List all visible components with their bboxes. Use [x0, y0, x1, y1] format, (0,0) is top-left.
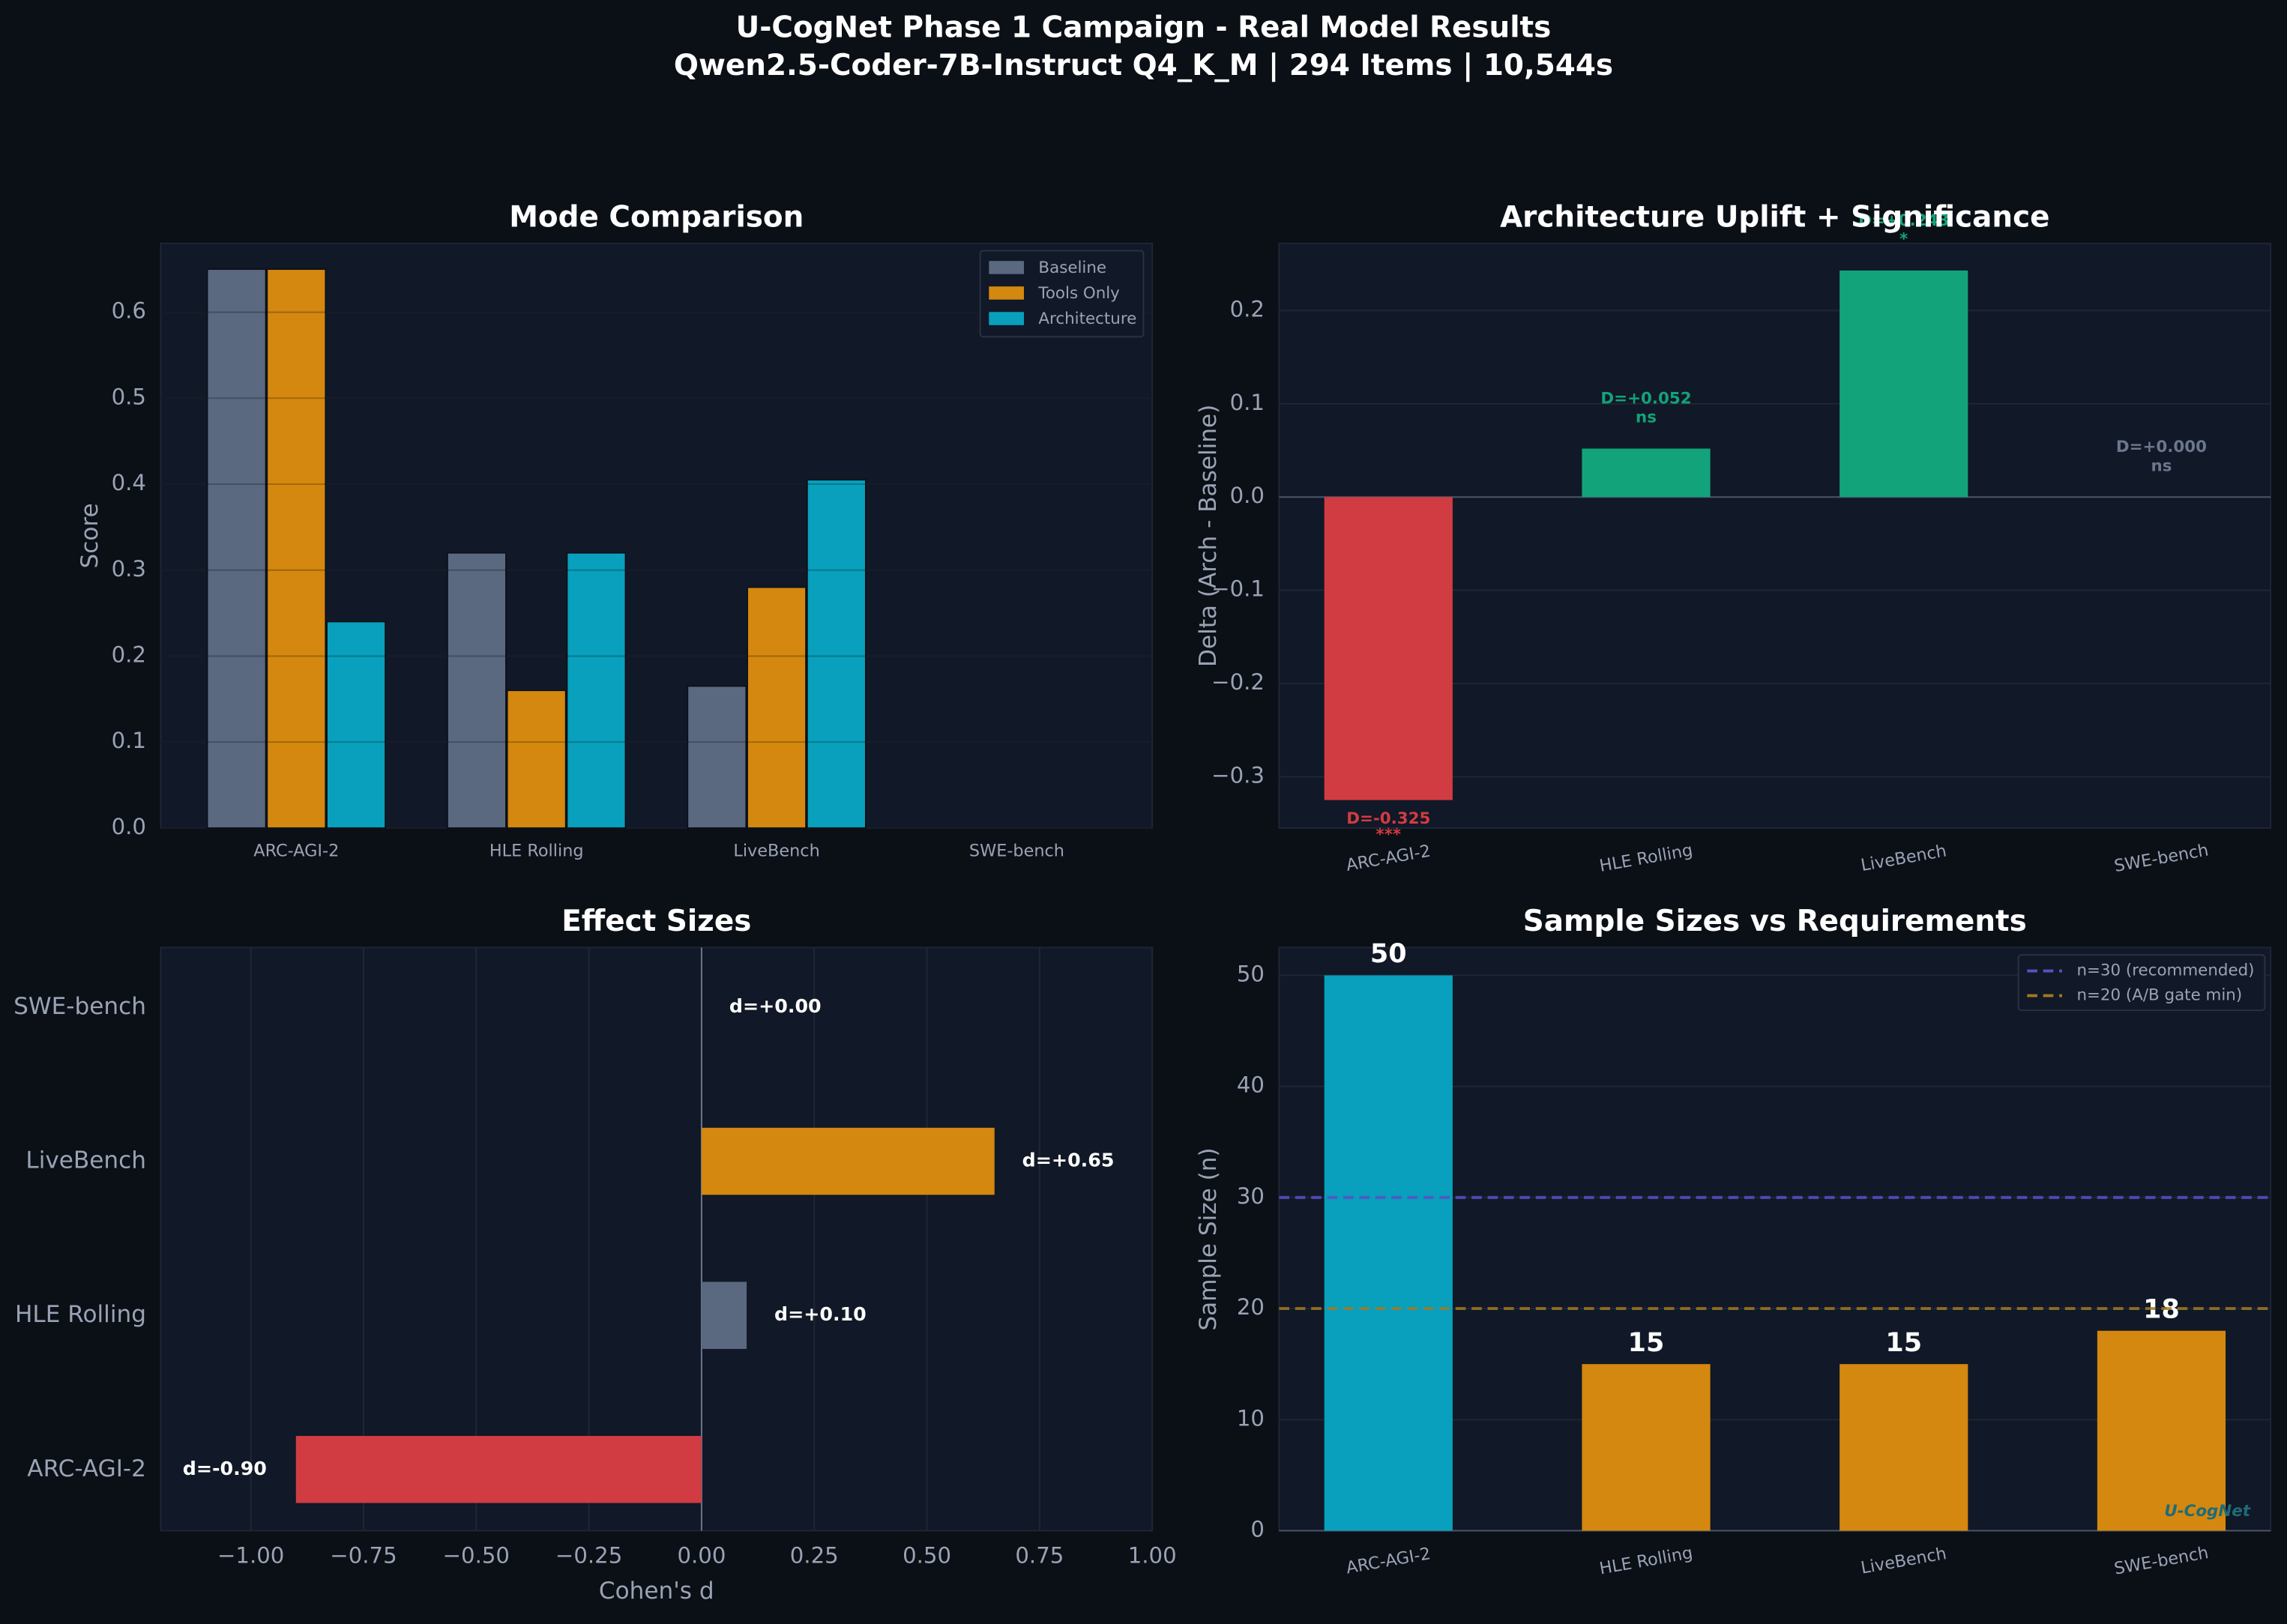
- y-tick-label: 40: [1237, 1072, 1265, 1098]
- y-tick-label: 10: [1237, 1405, 1265, 1431]
- x-tick-label: −0.50: [443, 1543, 510, 1569]
- watermark: U-CogNet: [2164, 1502, 2250, 1521]
- y-tick-label: 0.0: [112, 814, 146, 839]
- y-tick-label: 0.2: [112, 642, 146, 667]
- bar: [326, 621, 386, 829]
- x-tick-label: −0.75: [330, 1543, 397, 1569]
- legend-label: Baseline: [1038, 259, 1106, 277]
- bar: [1324, 975, 1453, 1531]
- value-label: D=-0.325: [1346, 809, 1430, 828]
- chart-title: Effect Sizes: [561, 905, 751, 938]
- bar: [507, 689, 567, 829]
- y-tick-label: HLE Rolling: [15, 1301, 146, 1328]
- y-tick-label: 0.3: [112, 556, 146, 582]
- bar: [295, 1436, 702, 1503]
- x-tick-label: 0.50: [903, 1543, 951, 1569]
- y-tick-label: SWE-bench: [13, 993, 146, 1020]
- y-axis-label: Sample Size (n): [1195, 1147, 1222, 1330]
- significance-label: ns: [2151, 456, 2172, 475]
- significance-label: ***: [1376, 825, 1402, 844]
- value-label: d=+0.10: [774, 1303, 867, 1325]
- x-tick-label: HLE Rolling: [489, 842, 584, 861]
- y-tick-label: 0.6: [112, 298, 146, 324]
- chart-title: Sample Sizes vs Requirements: [1523, 905, 2027, 938]
- y-axis-label: Delta (Arch - Baseline): [1195, 405, 1222, 667]
- plot-area: [160, 947, 1154, 1532]
- significance-label: ns: [1636, 408, 1657, 427]
- value-label: d=+0.00: [729, 995, 822, 1017]
- legend-swatch: [989, 286, 1024, 300]
- value-label: D=+0.243: [1858, 211, 1949, 230]
- value-label: D=+0.000: [2116, 438, 2207, 456]
- x-tick-label: 0.25: [790, 1543, 839, 1569]
- y-tick-label: 0.4: [112, 470, 146, 495]
- value-label: d=-0.90: [183, 1458, 267, 1479]
- y-tick-label: −0.1: [1211, 576, 1265, 602]
- bar: [447, 552, 507, 829]
- value-label: 50: [1370, 939, 1407, 969]
- legend-label: n=20 (A/B gate min): [2076, 986, 2242, 1005]
- legend-label: Architecture: [1038, 310, 1136, 328]
- legend-label: n=30 (recommended): [2076, 962, 2254, 980]
- y-tick-label: 0.2: [1230, 296, 1265, 322]
- y-tick-label: 0: [1250, 1517, 1265, 1542]
- y-tick-label: 30: [1237, 1183, 1265, 1209]
- legend-label: Tools Only: [1037, 284, 1120, 303]
- bar: [701, 1127, 995, 1195]
- y-tick-label: LiveBench: [25, 1147, 146, 1174]
- x-tick-label: LiveBench: [733, 842, 819, 861]
- y-tick-label: 0.5: [112, 384, 146, 409]
- x-tick-label: 1.00: [1128, 1543, 1177, 1569]
- x-tick-label: 0.00: [677, 1543, 726, 1569]
- significance-label: *: [1899, 230, 1908, 249]
- bar: [1324, 497, 1453, 800]
- y-tick-label: 20: [1237, 1294, 1265, 1320]
- x-tick-label: SWE-bench: [969, 842, 1064, 861]
- figure-subtitle: Qwen2.5-Coder-7B-Instruct Q4_K_M | 294 I…: [674, 49, 1613, 82]
- value-label: 15: [1628, 1328, 1665, 1358]
- bar: [2097, 1330, 2226, 1531]
- value-label: D=+0.052: [1600, 389, 1691, 408]
- y-tick-label: 0.0: [1230, 483, 1265, 508]
- bar: [1839, 270, 1968, 498]
- bar: [266, 268, 326, 829]
- figure-title: U-CogNet Phase 1 Campaign - Real Model R…: [736, 10, 1552, 44]
- value-label: 15: [1885, 1328, 1922, 1358]
- y-tick-label: −0.2: [1211, 669, 1265, 695]
- bar: [1839, 1364, 1968, 1531]
- y-axis-label: Score: [76, 503, 103, 568]
- value-label: d=+0.65: [1022, 1150, 1115, 1171]
- y-tick-label: −0.3: [1211, 762, 1265, 788]
- bar: [747, 586, 807, 829]
- legend-box: [2017, 954, 2266, 1012]
- y-tick-label: 0.1: [1230, 390, 1265, 415]
- bar: [1582, 448, 1711, 498]
- x-tick-label: −0.25: [555, 1543, 622, 1569]
- x-tick-label: −1.00: [217, 1543, 284, 1569]
- bar: [701, 1282, 747, 1349]
- y-tick-label: ARC-AGI-2: [27, 1455, 146, 1482]
- bar: [1582, 1364, 1711, 1531]
- legend-swatch: [989, 261, 1024, 274]
- x-axis-label: Cohen's d: [599, 1578, 714, 1605]
- chart-title: Architecture Uplift + Significance: [1500, 200, 2049, 234]
- bar: [807, 479, 867, 829]
- bar: [566, 552, 627, 829]
- legend-swatch: [989, 312, 1024, 325]
- y-tick-label: 0.1: [112, 728, 146, 753]
- bar: [687, 685, 747, 829]
- x-tick-label: 0.75: [1015, 1543, 1064, 1569]
- chart-title: Mode Comparison: [509, 200, 804, 234]
- bar: [206, 268, 267, 829]
- x-tick-label: ARC-AGI-2: [253, 842, 339, 861]
- y-tick-label: 50: [1237, 961, 1265, 986]
